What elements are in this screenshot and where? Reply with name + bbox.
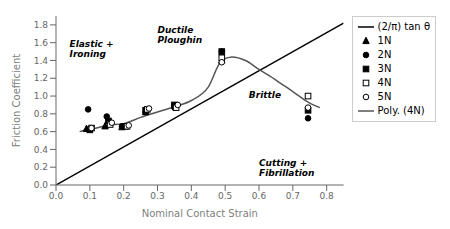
html-text:3N: 3N — [377, 63, 392, 74]
svg-text:0.0: 0.0 — [49, 191, 64, 201]
svg-text:0.4: 0.4 — [34, 145, 49, 155]
svg-text:Brittle: Brittle — [249, 90, 281, 100]
svg-text:0.7: 0.7 — [286, 191, 300, 201]
svg-text:0.8: 0.8 — [34, 109, 49, 119]
svg-text:Nominal Contact Strain: Nominal Contact Strain — [142, 208, 258, 219]
html-text:1N: 1N — [377, 35, 392, 46]
svg-text:0.4: 0.4 — [184, 191, 199, 201]
html-text:2N: 2N — [377, 49, 392, 60]
svg-text:0.5: 0.5 — [218, 191, 232, 201]
svg-text:0.6: 0.6 — [34, 127, 49, 137]
svg-text:1.4: 1.4 — [34, 56, 49, 66]
html-text:(2/π) tan θ: (2/π) tan θ — [377, 21, 430, 32]
html-text:Poly. (4N): Poly. (4N) — [377, 105, 425, 116]
svg-text:0.2: 0.2 — [117, 191, 131, 201]
svg-text:0.3: 0.3 — [150, 191, 164, 201]
svg-text:Elastic +Ironing: Elastic +Ironing — [70, 39, 114, 59]
svg-text:0.8: 0.8 — [319, 191, 334, 201]
svg-text:1.8: 1.8 — [34, 20, 49, 30]
svg-text:0.1: 0.1 — [83, 191, 97, 201]
svg-text:1.2: 1.2 — [34, 73, 48, 83]
svg-text:0.6: 0.6 — [252, 191, 267, 201]
svg-text:Friction Coefficient: Friction Coefficient — [11, 54, 22, 147]
svg-text:1.0: 1.0 — [34, 91, 49, 101]
svg-text:1.6: 1.6 — [34, 38, 49, 48]
html-text:4N: 4N — [377, 77, 392, 88]
svg-text:0.2: 0.2 — [34, 162, 48, 172]
svg-text:0.0: 0.0 — [34, 180, 49, 190]
html-text:5N: 5N — [377, 91, 392, 102]
svg-text:DuctilePloughin: DuctilePloughin — [157, 25, 202, 45]
svg-text:Cutting +Fibrillation: Cutting +Fibrillation — [259, 159, 314, 179]
